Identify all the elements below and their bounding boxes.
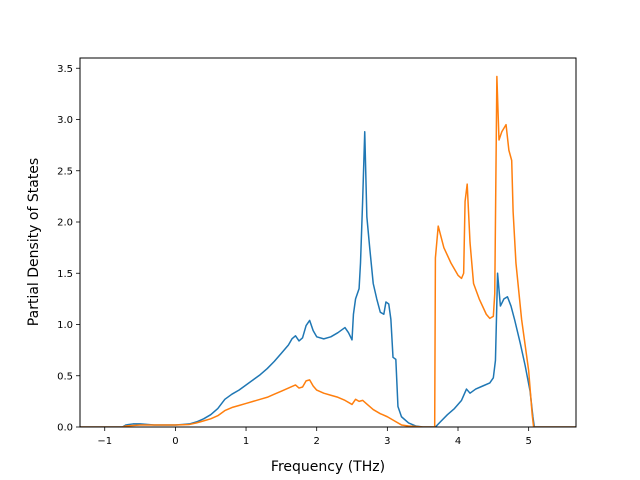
x-tick-label: 0: [172, 436, 178, 447]
series-line-1: [80, 131, 576, 427]
y-tick-label: 3.5: [57, 64, 73, 75]
y-tick-label: 2.0: [57, 218, 73, 229]
x-tick-label: 5: [525, 436, 531, 447]
x-axis-ticks: −1 0 1 2 3 4 5: [97, 427, 532, 447]
y-tick-label: 1.5: [57, 269, 73, 280]
x-tick-label: −1: [97, 436, 112, 447]
y-tick-label: 3.0: [57, 115, 73, 126]
series-line-2: [80, 75, 576, 427]
plot-area: [80, 58, 576, 427]
y-tick-label: 0.0: [57, 423, 73, 434]
x-tick-label: 1: [243, 436, 249, 447]
y-tick-label: 0.5: [57, 371, 73, 382]
plot-frame: [79, 57, 577, 428]
x-axis-label: Frequency (THz): [271, 459, 385, 475]
y-tick-label: 1.0: [57, 320, 73, 331]
y-axis-ticks: 0.0 0.5 1.0 1.5 2.0 2.5 3.0 3.5: [57, 64, 80, 434]
x-tick-label: 2: [314, 436, 320, 447]
y-axis-label: Partial Density of States: [26, 158, 42, 326]
series-layer: [80, 75, 576, 427]
y-tick-label: 2.5: [57, 166, 73, 177]
x-tick-label: 3: [384, 436, 390, 447]
x-tick-label: 4: [455, 436, 461, 447]
